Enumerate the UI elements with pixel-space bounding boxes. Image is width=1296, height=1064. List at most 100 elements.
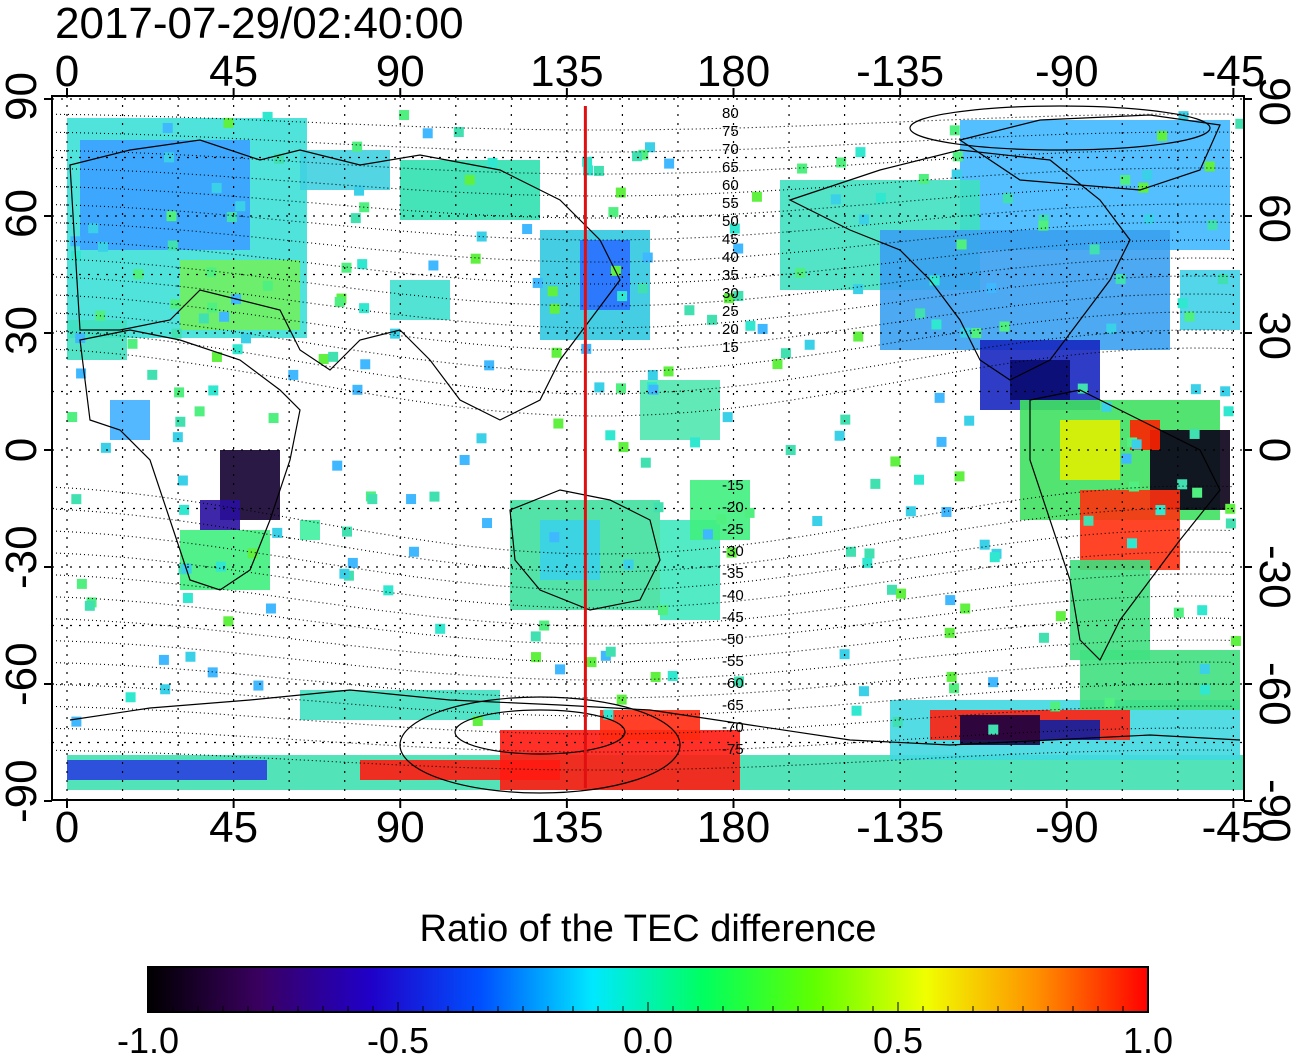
tec-sample — [858, 214, 869, 225]
tec-sample — [707, 314, 718, 325]
tec-sample — [1120, 175, 1131, 186]
tec-sample — [185, 651, 196, 662]
tec-sample — [1089, 244, 1100, 255]
tec-sample — [751, 191, 762, 202]
x-bottom-tick-label: 0 — [54, 803, 80, 852]
tec-sample — [342, 526, 353, 537]
tec-sample — [1184, 311, 1195, 322]
tec-sample — [354, 185, 365, 196]
tec-sample — [406, 494, 417, 505]
tec-sample — [147, 369, 158, 380]
y-left-tick-label: -30 — [0, 525, 46, 589]
magnetic-latitude-contour — [52, 661, 1233, 699]
tec-sample — [1225, 518, 1236, 529]
magnetic-latitude-label: -40 — [722, 587, 744, 604]
tec-sample — [986, 283, 997, 294]
tec-sample — [171, 328, 182, 339]
magnetic-latitude-label: 45 — [722, 231, 739, 248]
tec-sample — [328, 351, 339, 362]
magnetic-latitude-label: 25 — [722, 303, 739, 320]
tec-sample — [158, 654, 169, 665]
tec-patch — [1070, 560, 1150, 660]
tec-sample — [858, 686, 869, 697]
tec-sample — [936, 436, 947, 447]
magnetic-latitude-contour — [52, 113, 1233, 131]
tec-sample — [522, 224, 533, 235]
tec-sample — [951, 169, 962, 180]
tec-sample — [870, 478, 881, 489]
tec-patch — [1080, 650, 1240, 710]
y-right-tick-label: -60 — [1250, 662, 1296, 726]
tec-sample — [1142, 169, 1153, 180]
x-top-tick-label: 90 — [375, 47, 425, 96]
map-timestamp-title: 2017-07-29/02:40:00 — [55, 0, 464, 48]
tec-sample — [729, 223, 740, 234]
tec-sample — [484, 360, 495, 371]
tec-sample — [162, 123, 173, 134]
coastline — [69, 689, 1241, 746]
tec-sample — [530, 631, 541, 642]
tec-sample — [1128, 481, 1139, 492]
tec-sample — [383, 585, 394, 596]
tec-sample — [638, 149, 649, 160]
colorbar-title: Ratio of the TEC difference — [419, 908, 877, 950]
magnetic-latitude-contour — [52, 131, 1233, 153]
tec-sample — [1204, 161, 1215, 172]
tec-sample — [428, 260, 439, 271]
tec-sample — [804, 339, 815, 350]
tec-sample — [726, 547, 737, 558]
tec-sample — [853, 331, 864, 342]
magnetic-latitude-label: -55 — [722, 653, 744, 670]
tec-sample — [464, 174, 475, 185]
tec-sample — [332, 460, 343, 471]
tec-sample — [1050, 701, 1061, 712]
tec-sample — [273, 153, 284, 164]
tec-sample — [608, 207, 619, 218]
tec-sample — [1083, 515, 1094, 526]
magnetic-latitude-label: 35 — [722, 267, 739, 284]
tec-sample — [1131, 439, 1142, 450]
y-left-tick-label: -90 — [0, 759, 46, 823]
tec-sample — [905, 506, 916, 517]
tec-sample — [76, 578, 87, 589]
tec-patch — [690, 480, 750, 540]
tec-sample — [594, 382, 605, 393]
tec-sample — [733, 243, 744, 254]
magnetic-latitude-contour — [52, 595, 1233, 645]
tec-sample — [1235, 118, 1244, 129]
tec-sample — [240, 333, 251, 344]
tec-sample — [915, 308, 926, 319]
tec-sample — [1230, 635, 1241, 646]
tec-patch — [1040, 720, 1100, 740]
tec-sample — [1138, 182, 1149, 193]
tec-patch — [110, 400, 150, 440]
tec-sample — [1220, 386, 1231, 397]
tec-sample — [934, 392, 945, 403]
tec-patch — [960, 715, 1040, 745]
y-left-tick-label: 30 — [0, 306, 46, 355]
y-right-tick-label: 0 — [1250, 437, 1296, 463]
tec-patch — [180, 530, 270, 590]
magnetic-latitude-contour — [52, 347, 1233, 417]
tec-sample — [360, 359, 371, 370]
tec-sample — [1225, 503, 1236, 514]
tec-sample — [1190, 384, 1201, 395]
tec-sample — [435, 623, 446, 634]
x-bottom-tick-label: 90 — [375, 803, 425, 852]
tec-sample — [716, 514, 727, 525]
magnetic-latitude-label: 30 — [722, 285, 739, 302]
tec-sample — [960, 603, 971, 614]
x-bottom-tick-label: -90 — [1034, 803, 1099, 852]
x-top-tick-label: -45 — [1201, 47, 1266, 96]
tec-sample — [618, 442, 629, 453]
tec-sample — [429, 491, 440, 502]
magnetic-latitude-contour — [52, 149, 1233, 175]
magnetic-latitude-label: 80 — [722, 105, 739, 122]
tec-sample — [853, 284, 864, 295]
tec-sample — [1178, 111, 1189, 122]
y-right-tick-label: -90 — [1250, 779, 1296, 843]
tec-sample — [170, 299, 181, 310]
tec-sample — [862, 557, 873, 568]
tec-sample — [318, 354, 329, 365]
tec-patch — [1010, 360, 1070, 400]
